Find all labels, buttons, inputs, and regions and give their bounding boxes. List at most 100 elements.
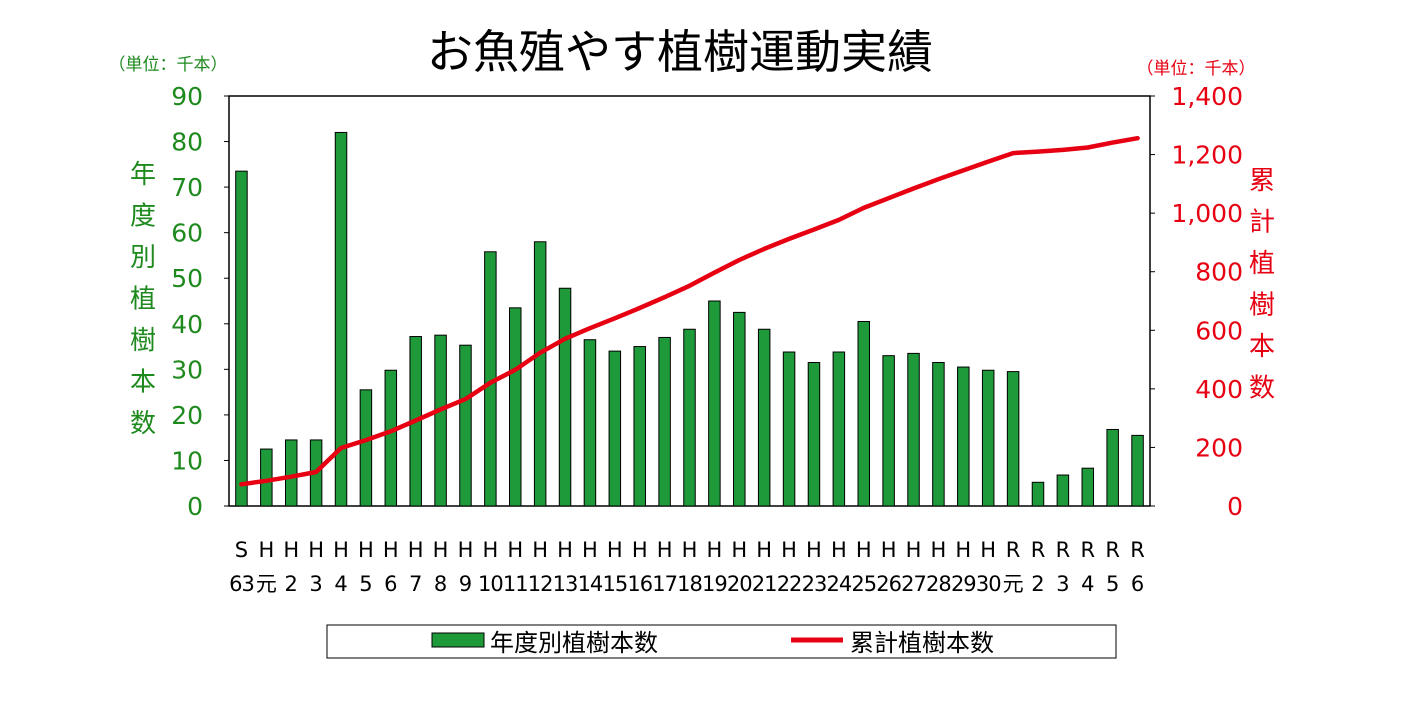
x-tick-label-era: H bbox=[856, 538, 872, 562]
left-tick-label: 60 bbox=[171, 219, 203, 248]
left-axis-label-char: 植 bbox=[130, 285, 156, 315]
x-tick-label-era: S bbox=[235, 538, 248, 562]
x-tick-label-year: 29 bbox=[951, 572, 976, 596]
left-tick-label: 20 bbox=[171, 401, 203, 430]
x-tick-label-era: R bbox=[1056, 538, 1071, 562]
bar bbox=[1106, 428, 1119, 507]
right-tick-label: 800 bbox=[1195, 258, 1243, 287]
x-tick-label-year: 23 bbox=[802, 572, 827, 596]
x-tick-label-year: 28 bbox=[926, 572, 951, 596]
x-tick-label-era: H bbox=[607, 538, 623, 562]
bar bbox=[1031, 481, 1045, 507]
right-tick-label: 1,000 bbox=[1171, 199, 1243, 228]
x-tick-label-year: 4 bbox=[1081, 572, 1094, 596]
bar bbox=[683, 328, 696, 507]
bar bbox=[434, 334, 447, 507]
x-tick-label-year: 15 bbox=[602, 572, 627, 596]
x-tick-label-era: H bbox=[258, 538, 274, 562]
bar bbox=[509, 307, 522, 507]
left-tick-label: 80 bbox=[171, 128, 203, 157]
right-axis-label-char: 数 bbox=[1249, 374, 1275, 404]
cumulative-line bbox=[239, 135, 1140, 487]
bar bbox=[981, 369, 995, 507]
left-axis-label-char: 年 bbox=[130, 160, 156, 190]
x-tick-label-era: H bbox=[881, 538, 897, 562]
x-tick-label-era: H bbox=[781, 538, 797, 562]
line-series bbox=[239, 135, 1140, 487]
left-tick-label: 40 bbox=[171, 310, 203, 339]
bar bbox=[832, 351, 846, 507]
bar bbox=[359, 389, 373, 507]
left-tick-label: 30 bbox=[171, 355, 203, 384]
x-tick-label-era: H bbox=[308, 538, 324, 562]
x-tick-label-year: 17 bbox=[652, 572, 677, 596]
x-tick-label-era: H bbox=[980, 538, 996, 562]
x-tick-label-year: 10 bbox=[478, 572, 503, 596]
right-tick-label: 1,400 bbox=[1171, 82, 1243, 111]
left-axis-ticks: 0 10 20 30 40 50 60 70 80 90 bbox=[171, 82, 229, 521]
x-tick-label-year: 5 bbox=[359, 572, 372, 596]
bar bbox=[1081, 467, 1095, 507]
bar bbox=[1006, 371, 1020, 507]
bar bbox=[932, 362, 945, 507]
bar bbox=[757, 328, 771, 507]
x-tick-label-era: H bbox=[706, 538, 722, 562]
bar bbox=[260, 448, 273, 507]
x-tick-label-era: R bbox=[1105, 538, 1120, 562]
left-tick-label: 70 bbox=[171, 173, 203, 202]
bar bbox=[1056, 474, 1070, 507]
right-axis-ticks: 0 200 400 600 800 1,000 1,200 1,400 bbox=[1150, 82, 1243, 521]
x-tick-label-year: 5 bbox=[1106, 572, 1119, 596]
x-tick-label-year: 14 bbox=[578, 572, 603, 596]
left-axis-label-char: 本 bbox=[130, 368, 156, 398]
x-tick-label-year: 63 bbox=[229, 572, 254, 596]
x-tick-label-year: 6 bbox=[1131, 572, 1144, 596]
bar bbox=[334, 131, 348, 507]
left-axis-label-char: 樹 bbox=[130, 326, 156, 356]
legend-bar-label: 年度別植樹本数 bbox=[490, 629, 658, 657]
x-tick-label-era: H bbox=[482, 538, 498, 562]
bar bbox=[384, 369, 398, 507]
left-axis-label-char: 数 bbox=[130, 409, 156, 439]
x-tick-label-era: H bbox=[557, 538, 573, 562]
x-tick-label-year: 25 bbox=[851, 572, 876, 596]
bar bbox=[882, 355, 895, 507]
right-axis-label-char: 植 bbox=[1249, 249, 1275, 279]
right-tick-label: 0 bbox=[1227, 492, 1243, 521]
x-tick-label-year: 2 bbox=[285, 572, 298, 596]
bar bbox=[1131, 434, 1144, 507]
x-tick-label-era: R bbox=[1006, 538, 1021, 562]
x-tick-label-year: 30 bbox=[976, 572, 1001, 596]
bar bbox=[633, 346, 646, 507]
x-tick-label-era: H bbox=[507, 538, 523, 562]
bar bbox=[558, 287, 572, 507]
x-tick-label-year: 21 bbox=[752, 572, 777, 596]
x-tick-label-year: 9 bbox=[459, 572, 472, 596]
x-axis-labels: S63H元H2H3H4H5H6H7H8H9H10H11H12H13H14H15H… bbox=[229, 538, 1145, 596]
x-tick-label-era: H bbox=[806, 538, 822, 562]
right-axis-label-char: 累 bbox=[1249, 166, 1275, 196]
x-tick-label-year: 2 bbox=[1031, 572, 1044, 596]
x-tick-label-era: H bbox=[283, 538, 299, 562]
right-tick-label: 1,200 bbox=[1171, 141, 1243, 170]
x-tick-label-year: 27 bbox=[901, 572, 926, 596]
bar bbox=[708, 300, 721, 507]
x-tick-label-era: H bbox=[458, 538, 474, 562]
x-tick-label-era: H bbox=[408, 538, 424, 562]
bar bbox=[235, 170, 248, 507]
x-tick-label-year: 12 bbox=[528, 572, 553, 596]
bar bbox=[533, 241, 547, 507]
bar bbox=[459, 344, 472, 507]
x-tick-label-era: H bbox=[931, 538, 947, 562]
x-tick-label-year: 8 bbox=[434, 572, 447, 596]
x-tick-label-era: H bbox=[906, 538, 922, 562]
x-tick-label-era: H bbox=[657, 538, 673, 562]
bar bbox=[857, 321, 870, 507]
bar bbox=[957, 366, 970, 507]
x-tick-label-era: H bbox=[383, 538, 399, 562]
bar bbox=[583, 339, 597, 507]
x-tick-label-year: 13 bbox=[553, 572, 578, 596]
bar bbox=[733, 311, 746, 507]
x-tick-label-era: H bbox=[756, 538, 772, 562]
